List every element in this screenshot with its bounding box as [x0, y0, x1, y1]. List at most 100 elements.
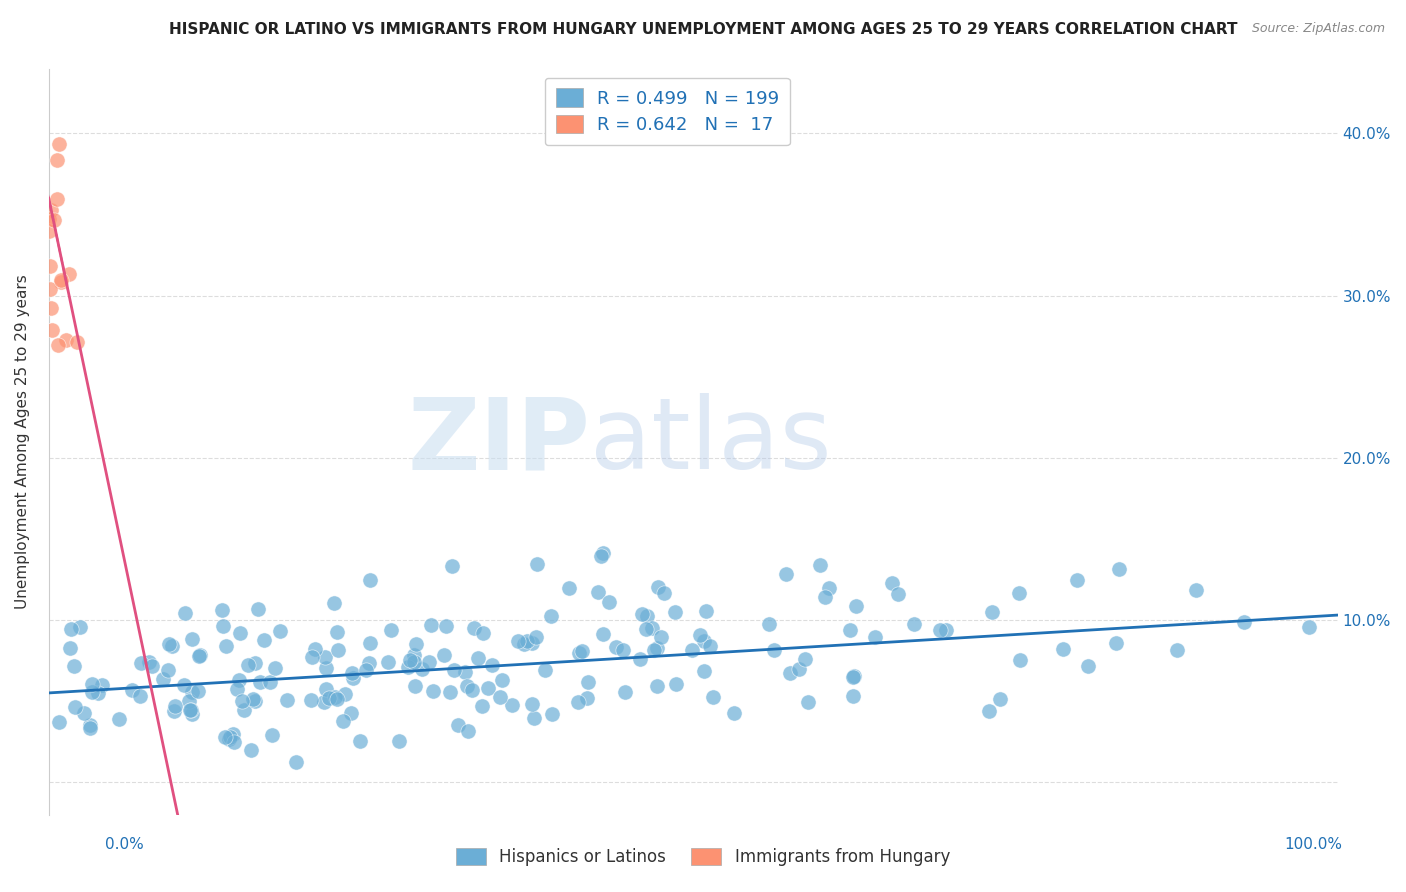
Point	[55, 333, 77, 347]
Point	[979, 704, 1001, 718]
Point	[592, 626, 614, 640]
Point	[929, 623, 952, 637]
Y-axis label: Unemployment Among Ages 25 to 29 years: Unemployment Among Ages 25 to 29 years	[15, 274, 30, 609]
Point	[447, 718, 470, 732]
Point	[567, 695, 589, 709]
Point	[441, 559, 464, 574]
Point	[314, 695, 336, 709]
Point	[489, 690, 512, 704]
Point	[340, 706, 363, 721]
Point	[253, 633, 276, 648]
Point	[177, 694, 200, 708]
Point	[647, 679, 669, 693]
Point	[39, 203, 62, 218]
Point	[636, 608, 658, 623]
Point	[1066, 573, 1088, 587]
Point	[229, 626, 252, 640]
Point	[236, 658, 259, 673]
Point	[576, 674, 599, 689]
Point	[326, 624, 349, 639]
Point	[418, 656, 440, 670]
Point	[980, 605, 1002, 619]
Point	[540, 609, 562, 624]
Point	[323, 596, 346, 610]
Point	[935, 623, 957, 637]
Point	[326, 691, 349, 706]
Point	[66, 334, 89, 349]
Point	[693, 633, 716, 648]
Point	[457, 724, 479, 739]
Point	[157, 663, 180, 677]
Point	[645, 641, 668, 656]
Point	[259, 675, 281, 690]
Point	[46, 193, 69, 207]
Point	[605, 640, 627, 654]
Point	[38, 225, 60, 239]
Point	[520, 636, 543, 650]
Point	[787, 662, 810, 676]
Point	[90, 678, 112, 692]
Point	[141, 659, 163, 673]
Point	[523, 711, 546, 725]
Point	[1108, 562, 1130, 576]
Point	[80, 676, 103, 690]
Point	[38, 212, 60, 227]
Point	[591, 549, 613, 563]
Point	[842, 670, 865, 684]
Point	[647, 580, 669, 594]
Point	[285, 756, 308, 770]
Point	[87, 686, 110, 700]
Point	[63, 700, 86, 714]
Point	[276, 693, 298, 707]
Point	[614, 685, 637, 699]
Point	[59, 622, 82, 636]
Point	[315, 681, 337, 696]
Point	[58, 267, 80, 281]
Point	[152, 672, 174, 686]
Point	[689, 628, 711, 642]
Point	[612, 643, 634, 657]
Point	[73, 706, 96, 721]
Point	[598, 595, 620, 609]
Point	[571, 644, 593, 658]
Point	[699, 639, 721, 653]
Point	[39, 301, 62, 316]
Point	[263, 661, 285, 675]
Point	[188, 649, 211, 664]
Point	[758, 616, 780, 631]
Point	[903, 617, 925, 632]
Point	[249, 675, 271, 690]
Point	[224, 735, 246, 749]
Point	[568, 646, 591, 660]
Point	[48, 136, 70, 151]
Point	[245, 656, 267, 670]
Point	[173, 678, 195, 692]
Point	[79, 718, 101, 732]
Point	[226, 682, 249, 697]
Point	[491, 673, 513, 687]
Point	[165, 699, 187, 714]
Point	[1052, 642, 1074, 657]
Point	[69, 620, 91, 634]
Point	[842, 690, 865, 704]
Point	[82, 685, 104, 699]
Point	[49, 273, 72, 287]
Point	[471, 699, 494, 714]
Point	[775, 566, 797, 581]
Legend: R = 0.499   N = 199, R = 0.642   N =  17: R = 0.499 N = 199, R = 0.642 N = 17	[544, 78, 790, 145]
Point	[643, 643, 665, 657]
Point	[301, 650, 323, 665]
Point	[388, 733, 411, 747]
Point	[664, 606, 686, 620]
Point	[231, 694, 253, 708]
Point	[723, 706, 745, 720]
Point	[460, 682, 482, 697]
Point	[1185, 583, 1208, 598]
Text: ZIP: ZIP	[408, 393, 591, 490]
Point	[1105, 636, 1128, 650]
Point	[576, 690, 599, 705]
Point	[420, 618, 443, 632]
Point	[212, 619, 235, 633]
Point	[160, 639, 183, 653]
Point	[121, 682, 143, 697]
